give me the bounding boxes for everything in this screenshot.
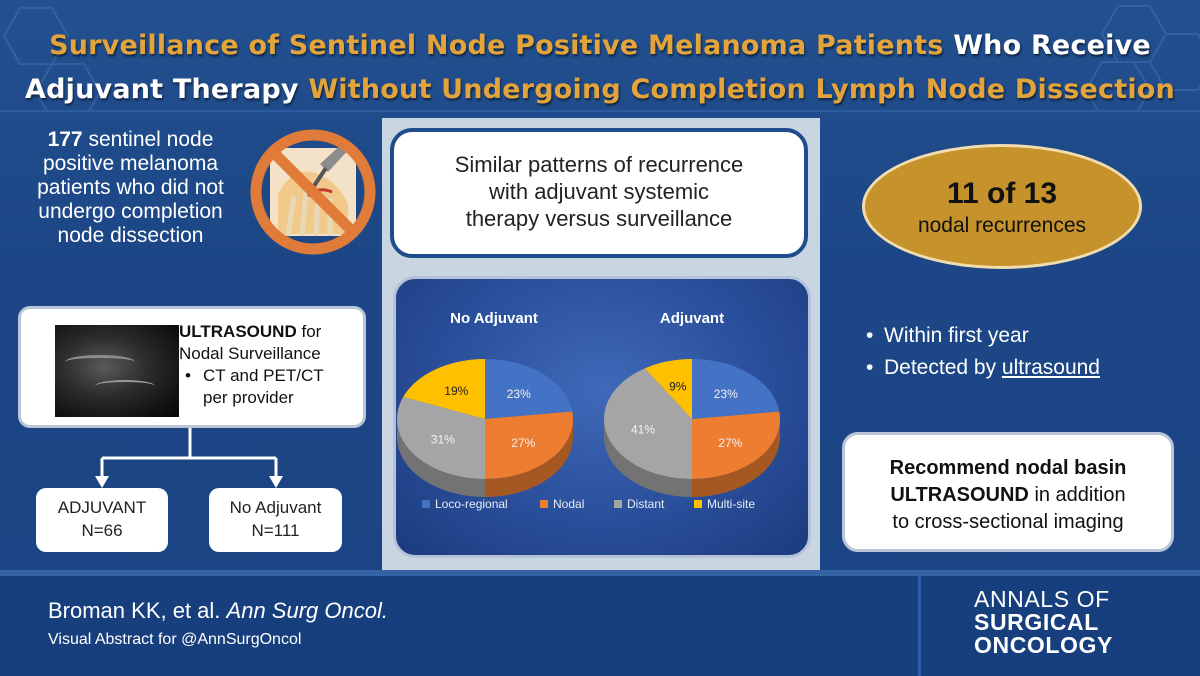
patient-count: 177 <box>47 128 83 151</box>
legend-swatch <box>614 500 622 508</box>
visual-abstract-handle: Visual Abstract for @AnnSurgOncol <box>48 631 302 648</box>
legend-label: Distant <box>627 497 665 511</box>
detail-first-year: Within first year <box>866 320 1186 352</box>
rec-line-3: to cross-sectional imaging <box>892 511 1124 533</box>
pie-slice-side <box>604 419 692 497</box>
legend-label: Multi-site <box>707 497 755 511</box>
pie-slice <box>644 359 692 419</box>
nodal-recurrence-oval: 11 of 13 nodal recurrences <box>862 144 1142 269</box>
group-no-adjuvant-box: No Adjuvant N=111 <box>209 488 342 552</box>
branch-arrows <box>95 428 283 488</box>
patient-cohort-text: 177 sentinel node positive melanoma pati… <box>8 128 253 248</box>
rec-line-1: Recommend nodal basin <box>889 457 1127 479</box>
citation-journal: Ann Surg Oncol. <box>226 598 388 623</box>
citation: Broman KK, et al. Ann Surg Oncol. <box>48 598 388 624</box>
no-dissection-icon <box>250 129 376 255</box>
pie-slice-label: 41% <box>631 423 655 437</box>
pie-slice-label: 23% <box>507 387 531 401</box>
pie-slice-label: 9% <box>669 380 687 394</box>
cohort-line-3: patients who did not <box>37 176 224 199</box>
cohort-line-4: undergo completion <box>38 200 223 223</box>
page-title: Surveillance of Sentinel Node Positive M… <box>0 24 1200 112</box>
key-finding-box: Similar patterns of recurrence with adju… <box>390 128 808 258</box>
recurrence-count: 11 of 13 <box>946 177 1058 210</box>
header-divider <box>0 110 1200 112</box>
pie-slice-label: 23% <box>714 387 738 401</box>
logo-line-1: ANNALS OF <box>974 586 1110 612</box>
finding-line-1: Similar patterns of recurrence <box>454 152 744 177</box>
pie-slice <box>604 368 692 479</box>
pie-slice-label: 27% <box>718 436 742 450</box>
cohort-line-5: node dissection <box>57 224 204 247</box>
journal-logo: ANNALS OF SURGICAL ONCOLOGY <box>974 588 1174 657</box>
group-label: No Adjuvant <box>229 498 322 517</box>
pie-slice-side <box>692 419 780 497</box>
pie-slice <box>692 411 780 479</box>
finding-line-3: therapy versus surveillance <box>465 206 733 231</box>
surveillance-for: for <box>301 322 322 341</box>
pie-slice <box>397 396 485 479</box>
pie-slice-label: 27% <box>511 436 535 450</box>
recommendation-box: Recommend nodal basin ULTRASOUND in addi… <box>842 432 1174 552</box>
rec-line-2: in addition <box>1034 484 1126 506</box>
pie-slice <box>485 359 573 419</box>
header: Surveillance of Sentinel Node Positive M… <box>0 0 1200 112</box>
citation-authors: Broman KK, et al. <box>48 598 221 623</box>
title-part-2: Who Receive <box>953 30 1151 61</box>
finding-line-2: with adjuvant systemic <box>488 179 710 204</box>
pie-slice-label: 19% <box>444 384 468 398</box>
pie-slice <box>485 411 573 479</box>
footer-divider <box>0 570 1200 576</box>
ultrasound-image <box>55 325 179 417</box>
cohort-line-2: positive melanoma <box>42 152 219 175</box>
pie-chart-title: Adjuvant <box>660 310 724 327</box>
surveillance-text: ULTRASOUND for Nodal Surveillance CT and… <box>179 321 365 409</box>
legend-label: Nodal <box>553 497 584 511</box>
ultrasound-link[interactable]: ultrasound <box>1001 356 1100 379</box>
recurrence-pie-charts: 23% 27% 31% 19% No Adjuvant 23% 27% 41% 9% Adjuva… <box>393 276 811 558</box>
surveillance-title-line2: Nodal Surveillance <box>179 344 321 363</box>
group-n: N=111 <box>251 521 300 540</box>
ultrasound-label: ULTRASOUND <box>179 322 297 341</box>
recurrence-details: Within first year Detected by ultrasound <box>866 320 1186 384</box>
pie-slice-side <box>485 419 573 497</box>
legend-label: Loco-regional <box>435 497 508 511</box>
pie-slice <box>692 359 780 419</box>
hexagon-pattern-decoration <box>2 5 1200 112</box>
logo-line-2: SURGICAL <box>974 609 1099 635</box>
pie-chart-title: No Adjuvant <box>450 310 538 327</box>
footer: Broman KK, et al. Ann Surg Oncol. Visual… <box>0 576 1200 676</box>
group-n: N=66 <box>81 521 123 540</box>
pie-slice <box>403 359 485 419</box>
detail-ultrasound: Detected by ultrasound <box>866 352 1186 384</box>
legend-swatch <box>540 500 548 508</box>
rec-ultrasound: ULTRASOUND <box>890 484 1029 506</box>
cohort-line-1: sentinel node <box>88 128 214 151</box>
pie-slice-side <box>397 419 485 497</box>
recurrence-label: nodal recurrences <box>917 214 1087 237</box>
footer-vertical-divider <box>918 576 921 676</box>
pie-chart-svg: 23% 27% 31% 19% No Adjuvant 23% 27% 41% 9% Adjuva… <box>397 310 780 511</box>
title-part-4: Without Undergoing Completion Lymph Node… <box>308 74 1175 105</box>
ultrasound-surveillance-box: ULTRASOUND for Nodal Surveillance CT and… <box>18 306 366 428</box>
group-label: ADJUVANT <box>57 498 147 517</box>
title-part-3: Adjuvant Therapy <box>25 74 299 105</box>
title-part-1: Surveillance of Sentinel Node Positive M… <box>49 30 944 61</box>
legend-swatch <box>422 500 430 508</box>
group-adjuvant-box: ADJUVANT N=66 <box>36 488 168 552</box>
legend-swatch <box>694 500 702 508</box>
pie-slice-label: 31% <box>431 433 455 447</box>
logo-line-3: ONCOLOGY <box>974 632 1113 658</box>
